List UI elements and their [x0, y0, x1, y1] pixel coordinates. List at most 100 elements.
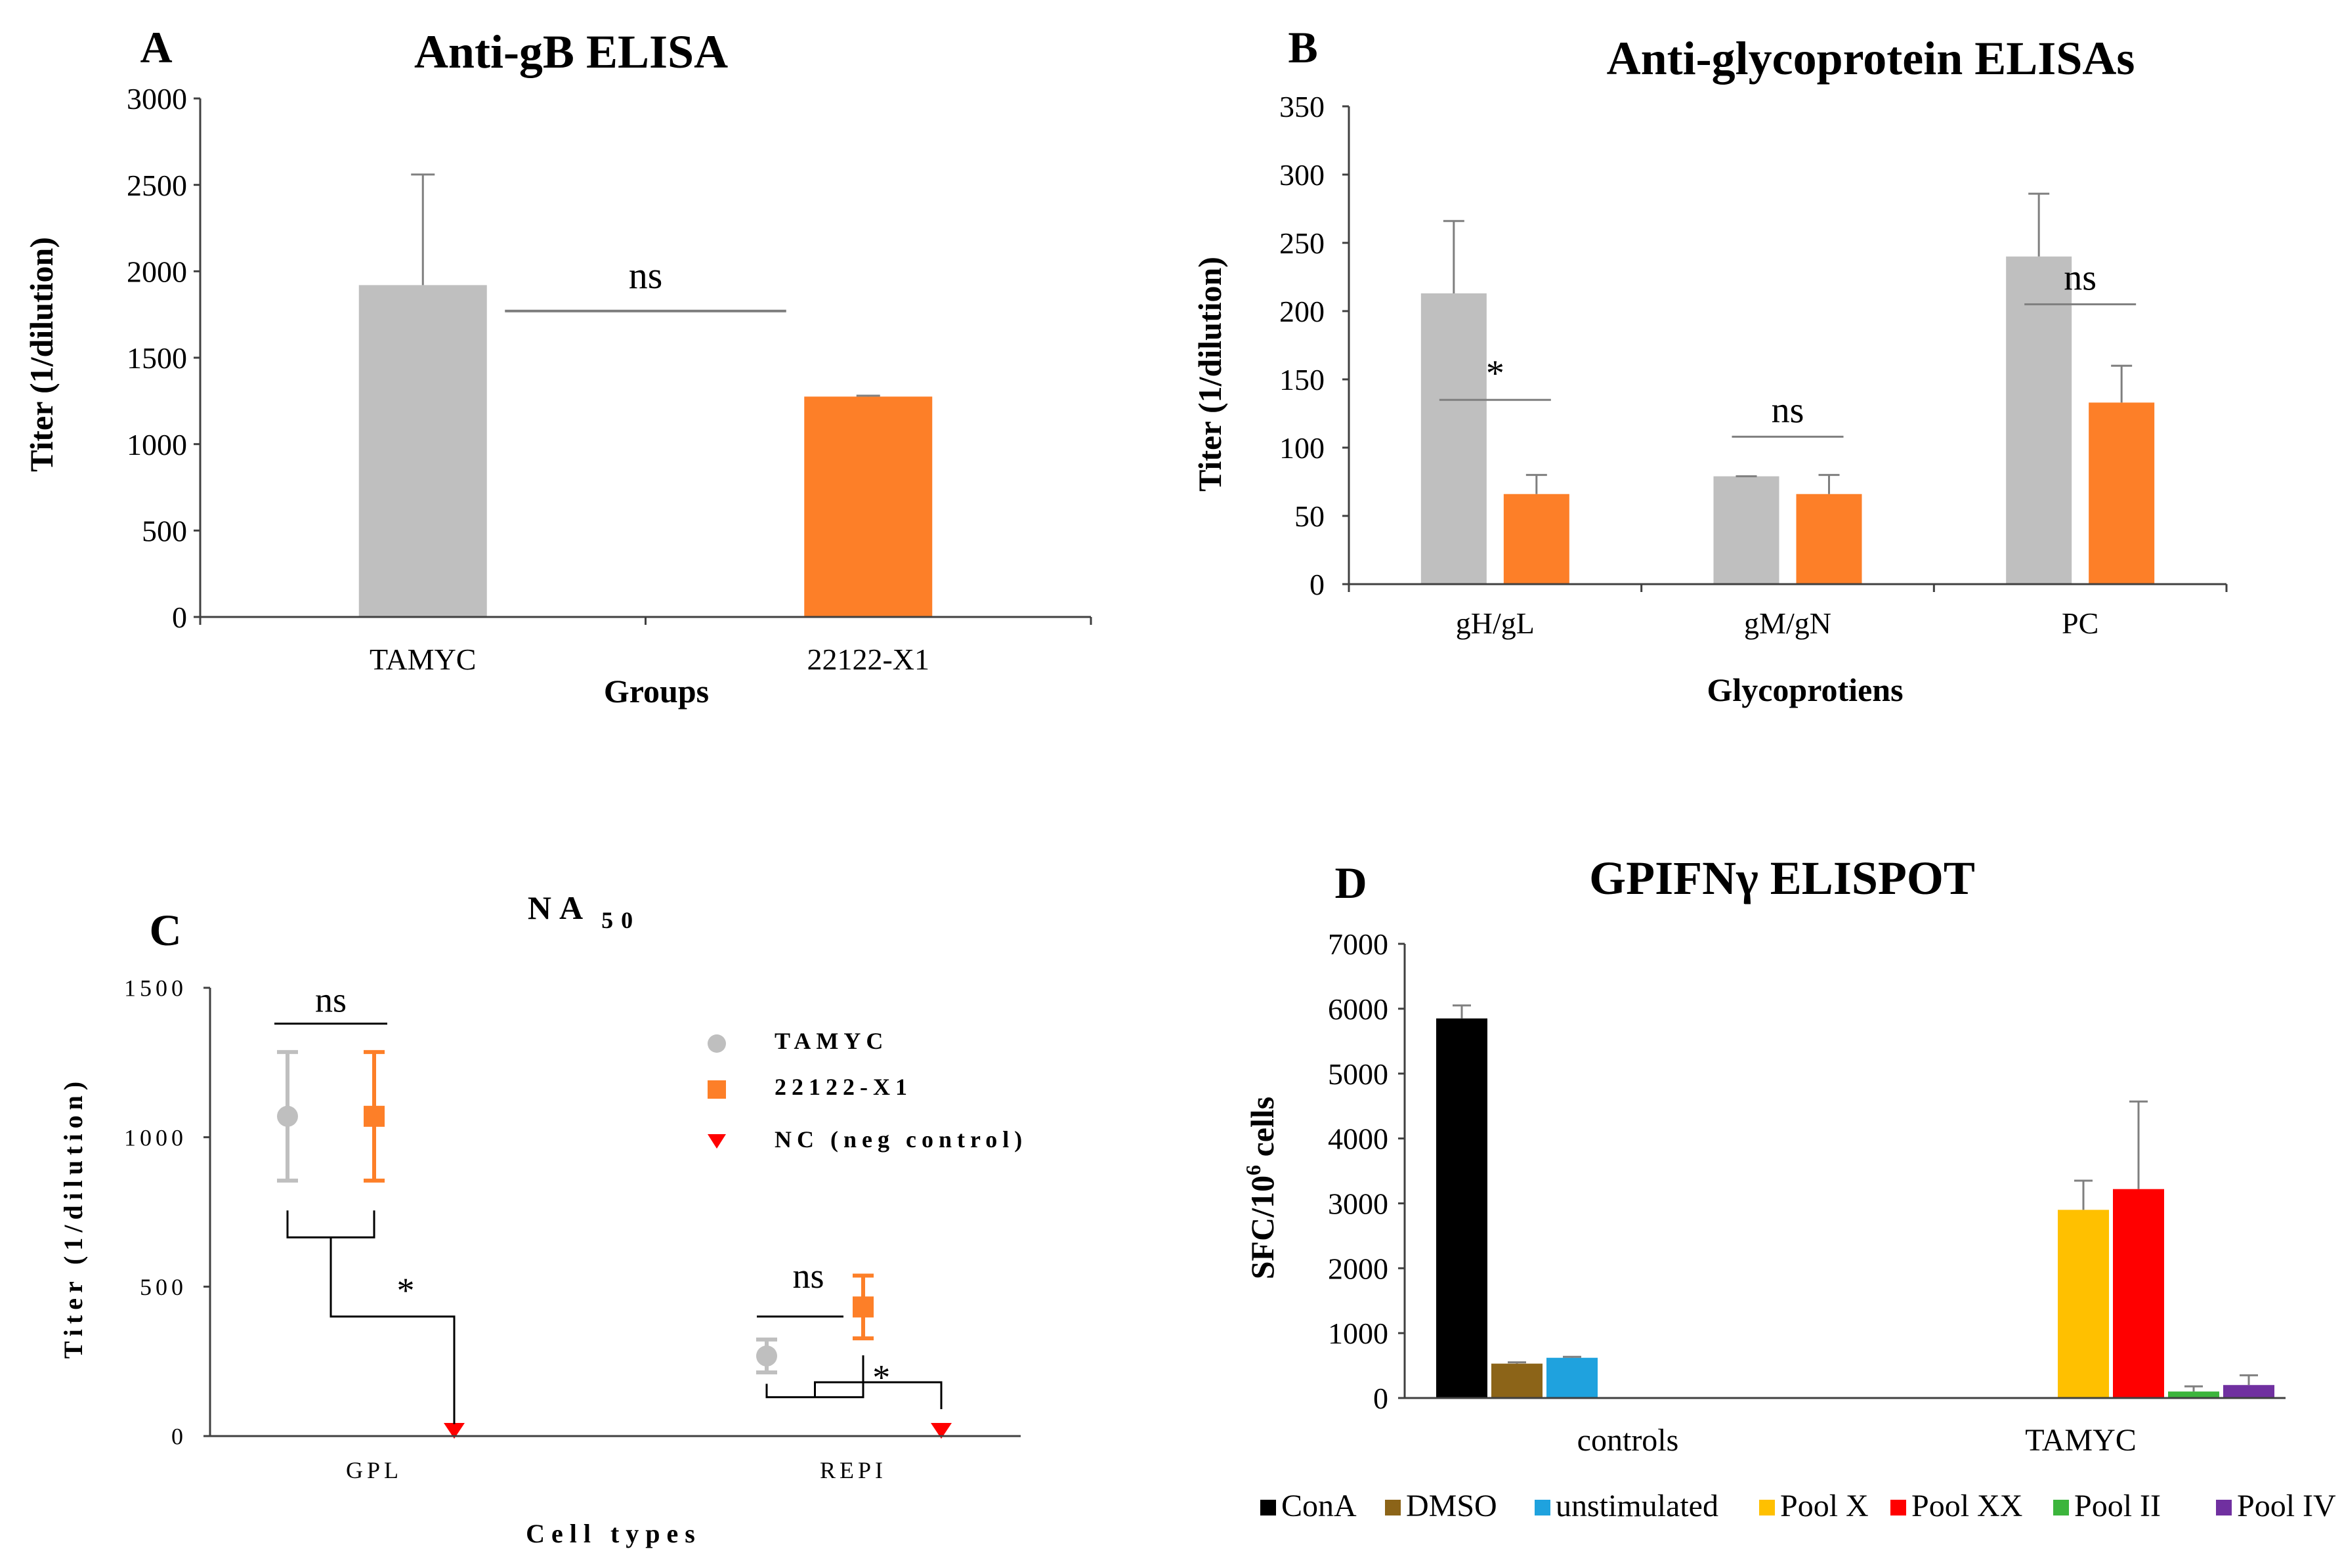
significance-label-gmgn: ns — [1772, 390, 1804, 431]
y-tick-label: 1000 — [127, 428, 187, 461]
panel-d-ylabel-sup: 6 — [1241, 1165, 1265, 1176]
y-tick-label: 250 — [1279, 226, 1325, 260]
panel-a-x-ticks: TAMYC 22122-X1 — [199, 617, 1092, 676]
legend-label-tamyc: TAMYC — [775, 1028, 888, 1054]
bar-gmgn-22122-x1 — [1796, 494, 1862, 584]
significance-line-gpl-star — [330, 1237, 456, 1424]
bar-dmso — [1491, 1363, 1543, 1398]
y-tick-label: 300 — [1279, 158, 1325, 192]
y-tick-label: 150 — [1279, 363, 1325, 396]
y-tick-label: 350 — [1279, 90, 1325, 123]
legend-label-pool-iv: Pool IV — [2237, 1489, 2336, 1523]
bar-unstimulated — [1546, 1357, 1598, 1398]
bar-ghgl-22122-x1 — [1503, 494, 1569, 584]
point-nc-repi — [931, 1423, 952, 1439]
legend-swatch-pool-x — [1759, 1500, 1775, 1515]
x-tick-label-repi: REPI — [820, 1457, 887, 1483]
x-tick-label-22122-x1: 22122-X1 — [807, 643, 929, 676]
panel-c-ylabel: Titer (1/dilution) — [58, 1076, 88, 1359]
panel-a: A Anti-gB ELISA Titer (1/dilution) Group… — [23, 22, 1092, 710]
panel-a-y-ticks: 0 500 1000 1500 2000 2500 3000 — [127, 82, 200, 634]
legend-label-pool-x: Pool X — [1780, 1489, 1869, 1523]
y-tick-label: 50 — [1294, 499, 1325, 533]
y-tick-label: 1000 — [1328, 1317, 1388, 1350]
panel-d-x-ticks: controls TAMYC — [1577, 1423, 2137, 1458]
panel-c-x-ticks: GPL REPI — [346, 1457, 887, 1483]
panel-b-plot: * ns ns — [1420, 192, 2155, 584]
legend-swatch-pool-xx — [1890, 1500, 1906, 1515]
panel-d-ylabel-tail: cells — [1244, 1097, 1281, 1165]
legend-label-unstimulated: unstimulated — [1556, 1489, 1718, 1523]
panel-a-xlabel: Groups — [604, 673, 709, 710]
bar-pool-iv — [2223, 1385, 2274, 1398]
panel-b-xlabel: Glycoprotiens — [1707, 671, 1903, 708]
panel-a-plot: ns — [358, 173, 933, 617]
panel-b-y-ticks: 0 50 100 150 200 250 300 350 — [1279, 90, 1349, 601]
panel-b: B Anti-glycoprotein ELISAs Titer (1/dilu… — [1191, 22, 2228, 708]
bar-cona — [1436, 1018, 1487, 1398]
panel-b-letter: B — [1288, 22, 1317, 72]
y-tick-label: 200 — [1279, 295, 1325, 328]
y-tick-label: 5000 — [1328, 1057, 1388, 1091]
panel-b-title: Anti-glycoprotein ELISAs — [1607, 32, 2135, 85]
bar-pc-22122-x1 — [2089, 402, 2155, 584]
y-tick-label: 0 — [171, 1424, 187, 1450]
legend-label-22122-x1: 22122-X1 — [775, 1074, 912, 1100]
significance-label-repi-star: * — [872, 1358, 890, 1397]
panel-c-letter: C — [149, 905, 181, 955]
panel-a-title: Anti-gB ELISA — [414, 26, 728, 78]
y-tick-label: 3000 — [1328, 1187, 1388, 1221]
legend-swatch-dmso — [1385, 1500, 1401, 1515]
x-tick-label-tamyc: TAMYC — [2025, 1423, 2137, 1458]
point-tamyc-gpl — [277, 1105, 298, 1127]
significance-label: ns — [629, 254, 663, 297]
panel-b-ylabel: Titer (1/dilution) — [1191, 257, 1228, 492]
panel-d-plot — [1436, 1004, 2274, 1398]
y-tick-label: 500 — [140, 1274, 187, 1300]
y-tick-label: 1000 — [124, 1124, 187, 1151]
y-tick-label: 2000 — [1328, 1252, 1388, 1285]
x-tick-label-ghgl: gH/gL — [1456, 606, 1535, 640]
panel-a-ylabel: Titer (1/dilution) — [23, 237, 60, 472]
bar-tamyc — [358, 285, 487, 617]
panel-d-title: GPIFNγ ELISPOT — [1589, 852, 1975, 904]
significance-label-repi-ns: ns — [792, 1256, 824, 1296]
y-tick-label: 7000 — [1328, 927, 1388, 961]
point-nc-gpl — [444, 1423, 465, 1439]
y-tick-label: 100 — [1279, 431, 1325, 465]
legend-swatch-cona — [1260, 1500, 1276, 1515]
point-22122-x1-repi — [853, 1296, 874, 1318]
x-tick-label-gpl: GPL — [346, 1457, 402, 1483]
panel-d-legend: ConA DMSO unstimulated Pool X Pool XX Pool II… — [1260, 1489, 2336, 1523]
panel-c-plot: ns * ns * — [274, 981, 952, 1439]
legend-label-dmso: DMSO — [1406, 1489, 1497, 1523]
significance-label-gpl-star: * — [397, 1271, 415, 1310]
legend-swatch-pool-iv — [2216, 1500, 2232, 1515]
bar-pool-x — [2058, 1210, 2109, 1398]
significance-label-pc: ns — [2064, 258, 2097, 299]
x-tick-label-tamyc: TAMYC — [370, 643, 476, 676]
point-22122-x1-gpl — [364, 1105, 385, 1127]
panel-d: D GPIFNγ ELISPOT SFC/106 cells 0 1000 2000… — [1241, 852, 2336, 1523]
legend-label-pool-xx: Pool XX — [1911, 1489, 2022, 1523]
legend-marker-tamyc — [708, 1034, 726, 1053]
legend-label-cona: ConA — [1281, 1489, 1357, 1523]
panel-c-xlabel: Cell types — [526, 1519, 702, 1548]
x-tick-label-pc: PC — [2062, 606, 2098, 640]
panel-c-y-ticks: 0 500 1000 1500 — [124, 975, 210, 1450]
panel-c-title: NA 50 — [528, 889, 641, 933]
panel-c-legend: TAMYC 22122-X1 NC (neg control) — [708, 1028, 1022, 1153]
y-tick-label: 1500 — [127, 341, 187, 375]
legend-marker-nc — [708, 1134, 726, 1149]
significance-bracket-gpl — [286, 1210, 375, 1239]
panel-b-x-ticks: gH/gL gM/gN PC — [1348, 584, 2228, 640]
bar-ghgl-tamyc — [1420, 293, 1487, 584]
legend-swatch-unstimulated — [1535, 1500, 1550, 1515]
significance-line-repi-star — [814, 1381, 943, 1410]
panel-c-title-main: NA — [528, 889, 591, 926]
bar-pool-xx — [2113, 1189, 2164, 1398]
panel-d-ylabel-main: SFC/10 — [1244, 1176, 1281, 1279]
bar-gmgn-tamyc — [1713, 476, 1779, 584]
panel-d-letter: D — [1334, 858, 1367, 908]
